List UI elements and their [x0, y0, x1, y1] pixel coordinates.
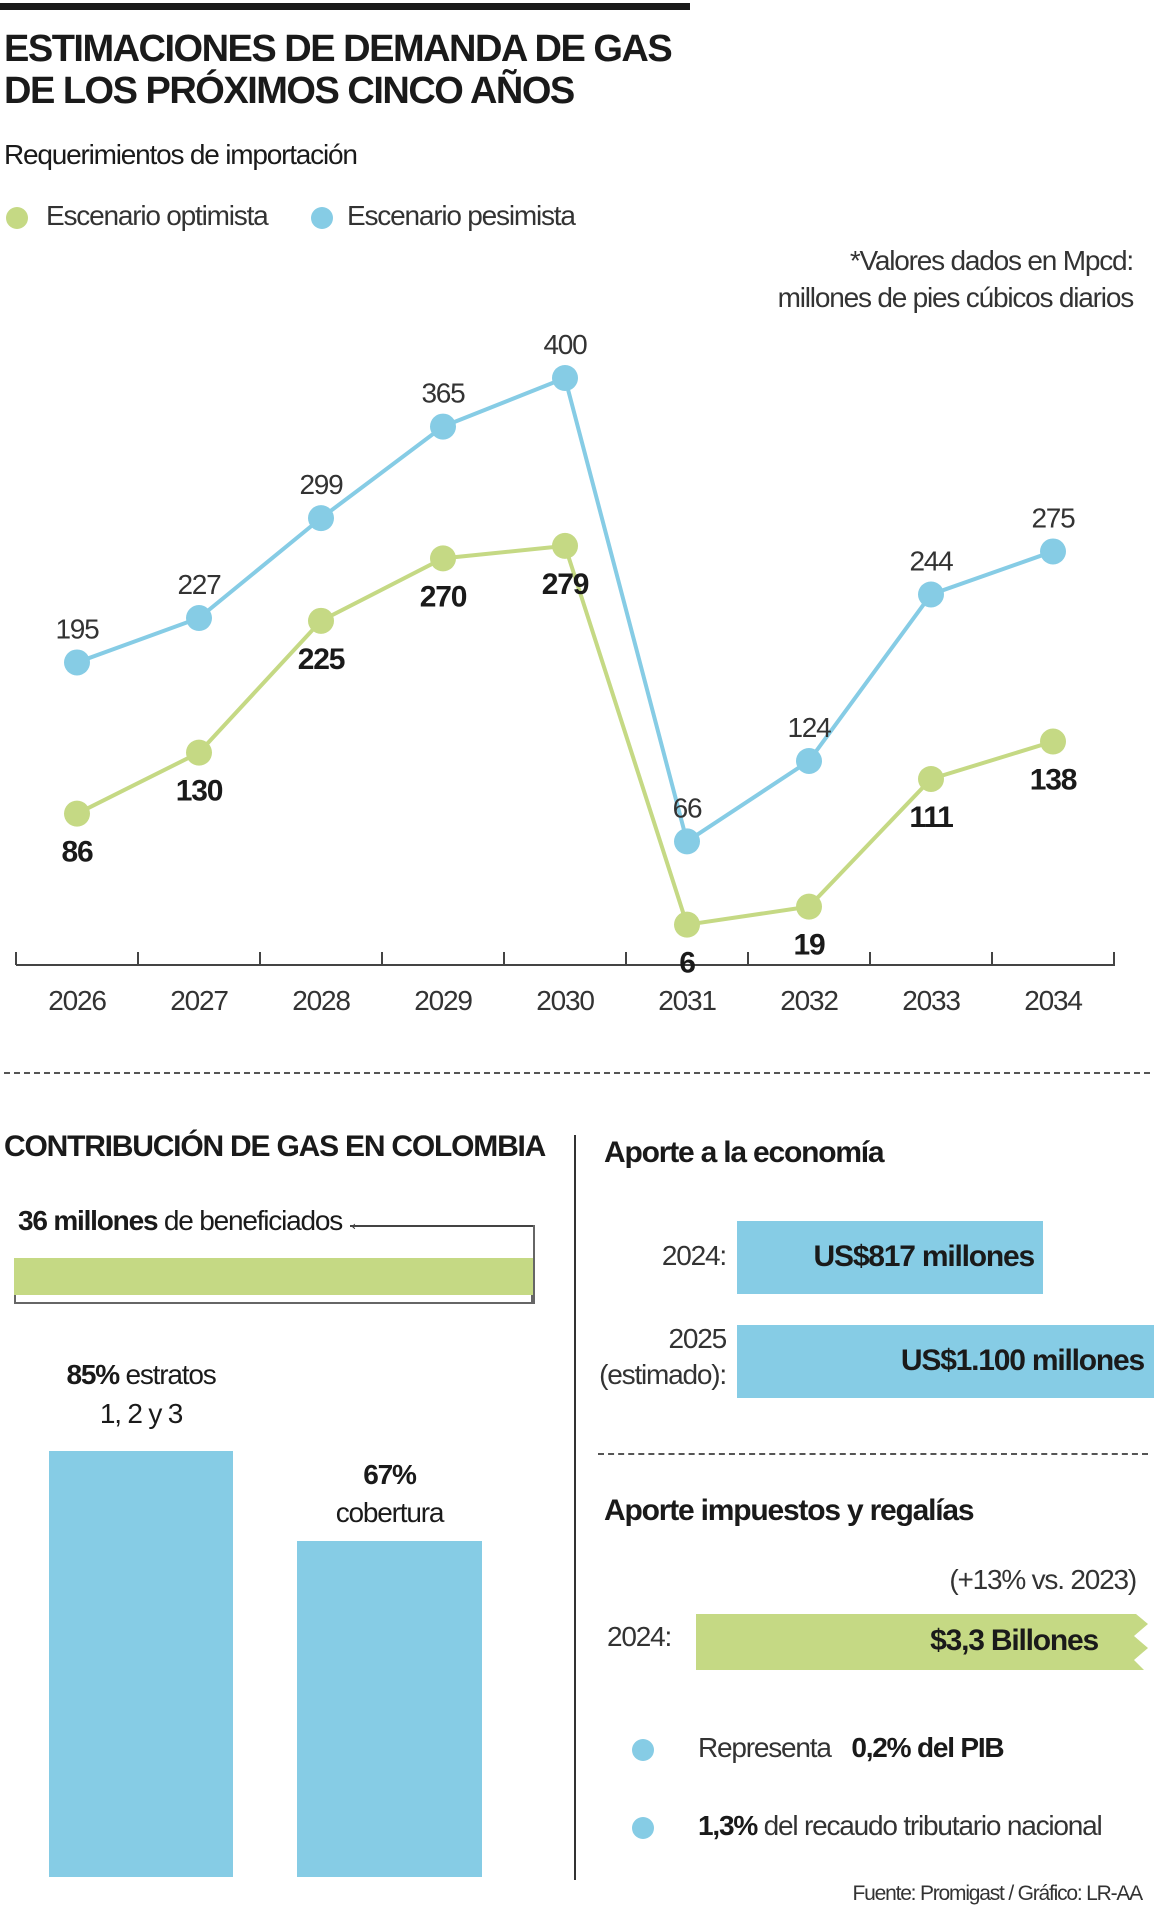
vertical-divider	[574, 1135, 576, 1880]
data-point	[918, 581, 944, 608]
bullet-icon	[632, 1739, 654, 1761]
section-divider	[4, 1072, 1150, 1074]
x-tick-label: 2029	[414, 985, 472, 1016]
data-point	[552, 532, 578, 559]
data-point	[552, 365, 578, 391]
title-line-1: ESTIMACIONES DE DEMANDA DE GAS	[4, 28, 673, 70]
bar2-label: cobertura	[335, 1497, 445, 1528]
bullet-recaudo-value: 1,3%	[698, 1810, 758, 1841]
economy-2025-label-2: (estimado):	[599, 1359, 727, 1390]
x-tick-label: 2033	[902, 985, 960, 1016]
beneficiaries-bar	[14, 1258, 533, 1295]
bar-cobertura	[297, 1541, 482, 1877]
data-label: 19	[794, 929, 825, 962]
economy-2024-bar	[737, 1221, 1043, 1294]
bullet-recaudo-text: del recaudo tributario nacional	[757, 1810, 1103, 1841]
data-point	[308, 607, 334, 634]
data-label: 227	[177, 569, 221, 600]
x-tick-label: 2028	[292, 985, 350, 1016]
data-point	[430, 413, 456, 440]
data-label: 400	[543, 329, 587, 360]
bullet-pib-value: 0,2% del PIB	[851, 1732, 1004, 1763]
economy-2024-label: 2024:	[661, 1240, 727, 1271]
data-point	[1040, 538, 1066, 565]
contribution-title: CONTRIBUCIÓN DE GAS EN COLOMBIA	[4, 1130, 546, 1163]
data-point	[918, 765, 944, 792]
data-label: 275	[1031, 502, 1075, 533]
bracket-right	[533, 1225, 535, 1304]
data-point	[796, 893, 822, 920]
bullet-pib-text: Representa	[698, 1732, 838, 1763]
economy-divider	[598, 1453, 1148, 1455]
legend-optimista: Escenario optimista	[46, 200, 269, 231]
bullet-icon	[632, 1817, 654, 1839]
legend-pesimista: Escenario pesimista	[347, 200, 576, 231]
bullet-recaudo: 1,3% del recaudo tributario nacional	[698, 1810, 1103, 1842]
bar1-percent: 85%	[66, 1359, 120, 1390]
taxes-value: $3,3 Billones	[930, 1624, 1099, 1657]
economy-2024-value: US$817 millones	[813, 1240, 1036, 1273]
legend-optimista-icon	[6, 207, 28, 229]
legend-pesimista-icon	[311, 207, 333, 229]
economy-2025-label-1: 2025	[668, 1323, 728, 1354]
data-label: 195	[55, 613, 99, 644]
data-label: 130	[176, 775, 223, 808]
title-line-2: DE LOS PRÓXIMOS CINCO AÑOS	[4, 70, 575, 112]
line-chart: 2026 2027 2028 2029 2030 2031 2032 2033 2034 86 13…	[15, 329, 1115, 1016]
top-rule	[0, 3, 690, 10]
bullet-pib: Representa 0,2% del PIB	[698, 1732, 1005, 1764]
bar2-percent: 67%	[363, 1459, 417, 1490]
x-tick-label: 2026	[48, 985, 106, 1016]
data-point	[64, 800, 90, 827]
chart-subtitle: Requerimientos de importación	[4, 139, 358, 170]
data-point	[186, 739, 212, 766]
data-point	[186, 605, 212, 632]
bar1-label: 85% estratos	[49, 1359, 233, 1391]
units-note-1: *Valores dados en Mpcd:	[849, 245, 1134, 276]
economy-2025-value: US$1.100 millones	[900, 1344, 1145, 1377]
taxes-title: Aporte impuestos y regalías	[604, 1494, 975, 1527]
data-point	[430, 545, 456, 572]
data-label: 299	[299, 469, 343, 500]
beneficiaries-label: 36 millones de beneficiados ←	[18, 1205, 369, 1236]
data-label: 124	[787, 712, 831, 743]
x-tick-label: 2030	[536, 985, 594, 1016]
source: Fuente: Promigast / Gráfico: LR-AA	[852, 1882, 1144, 1905]
data-label: 86	[62, 836, 93, 869]
data-label: 279	[542, 568, 589, 601]
taxes-change: (+13% vs. 2023)	[949, 1564, 1137, 1595]
taxes-bar	[696, 1614, 1148, 1670]
data-point	[1040, 728, 1066, 755]
data-point	[308, 505, 334, 532]
x-tick-label: 2034	[1024, 985, 1082, 1016]
data-point	[796, 747, 822, 774]
x-tick-label: 2032	[780, 985, 838, 1016]
data-point	[674, 911, 700, 938]
economy-title: Aporte a la economía	[604, 1136, 885, 1169]
data-label: 138	[1030, 764, 1077, 797]
data-label: 244	[909, 545, 953, 576]
bar1-text: estratos	[118, 1359, 217, 1390]
economy-2025-bar	[737, 1325, 1154, 1398]
data-label: 270	[420, 580, 467, 613]
data-label: 365	[421, 378, 465, 409]
bar1-label-2: 1, 2 y 3	[99, 1398, 183, 1429]
series-line-pesimista	[76, 375, 1054, 845]
beneficiaries-count: 36 millones	[18, 1205, 159, 1236]
data-label: 6	[679, 947, 695, 980]
x-tick-label: 2031	[658, 985, 716, 1016]
units-note-2: millones de pies cúbicos diarios	[777, 282, 1135, 313]
taxes-2024-label: 2024:	[607, 1621, 672, 1652]
data-label: 111	[909, 801, 953, 834]
bar-estratos	[49, 1451, 233, 1877]
series-line-optimista	[76, 543, 1054, 927]
bracket-top	[350, 1225, 533, 1227]
data-label: 66	[673, 792, 702, 823]
beneficiaries-text: de beneficiados	[157, 1205, 343, 1236]
data-label: 225	[298, 643, 345, 676]
x-tick-label: 2027	[170, 985, 228, 1016]
data-point	[674, 828, 700, 855]
data-point	[64, 649, 90, 676]
